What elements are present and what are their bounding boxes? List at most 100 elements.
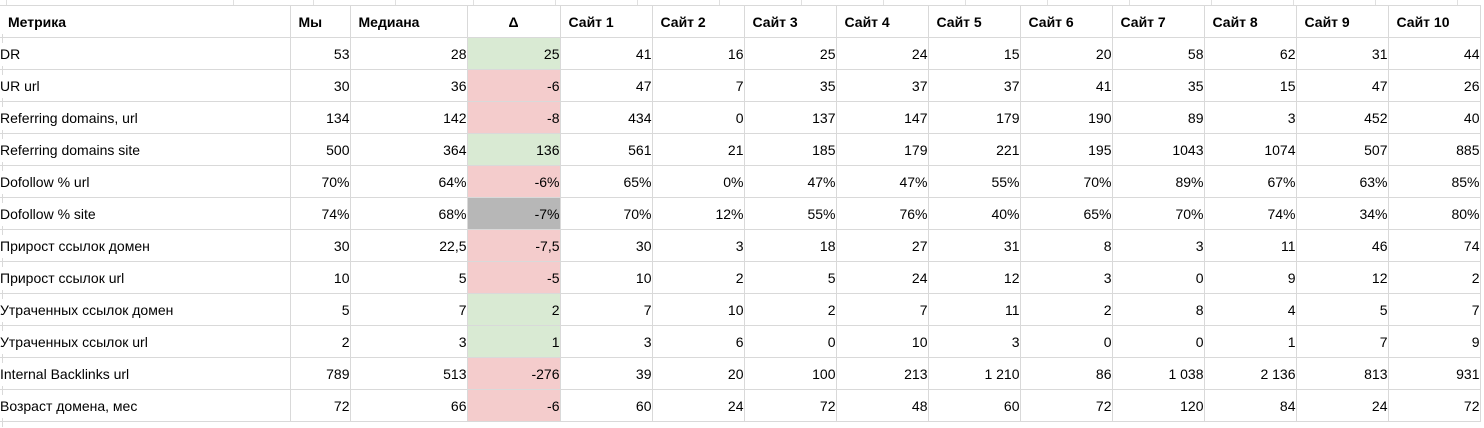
site-8-value-cell[interactable]: 67% — [1203, 165, 1297, 198]
site-1-value-cell[interactable]: 7 — [559, 293, 653, 326]
site-2-value-cell[interactable]: 16 — [651, 37, 745, 70]
metric-name-cell[interactable]: Прирост ссылок url — [0, 261, 291, 294]
site-2-value-cell[interactable]: 21 — [651, 133, 745, 166]
site-1-value-cell[interactable]: 41 — [559, 37, 653, 70]
site-5-value-cell[interactable]: 15 — [927, 37, 1021, 70]
we-value-cell[interactable]: 53 — [289, 37, 351, 70]
site-5-value-cell[interactable]: 37 — [927, 69, 1021, 102]
delta-value-cell[interactable]: -8 — [466, 101, 561, 134]
site-8-value-cell[interactable]: 9 — [1203, 261, 1297, 294]
column-header-медиана[interactable]: Медиана — [349, 5, 468, 38]
column-header-сайт-10[interactable]: Сайт 10 — [1387, 5, 1481, 38]
site-1-value-cell[interactable]: 30 — [559, 229, 653, 262]
site-3-value-cell[interactable]: 47% — [743, 165, 837, 198]
median-value-cell[interactable]: 68% — [349, 197, 468, 230]
site-1-value-cell[interactable]: 434 — [559, 101, 653, 134]
we-value-cell[interactable]: 74% — [289, 197, 351, 230]
site-2-value-cell[interactable]: 0% — [651, 165, 745, 198]
median-value-cell[interactable]: 36 — [349, 69, 468, 102]
column-header-мы[interactable]: Мы — [289, 5, 351, 38]
site-9-value-cell[interactable]: 34% — [1295, 197, 1389, 230]
median-value-cell[interactable]: 64% — [349, 165, 468, 198]
site-6-value-cell[interactable]: 20 — [1019, 37, 1113, 70]
delta-value-cell[interactable]: -7% — [466, 197, 561, 230]
column-header-сайт-1[interactable]: Сайт 1 — [559, 5, 653, 38]
site-5-value-cell[interactable]: 31 — [927, 229, 1021, 262]
site-8-value-cell[interactable]: 3 — [1203, 101, 1297, 134]
site-7-value-cell[interactable]: 35 — [1111, 69, 1205, 102]
site-5-value-cell[interactable]: 55% — [927, 165, 1021, 198]
median-value-cell[interactable]: 142 — [349, 101, 468, 134]
median-value-cell[interactable]: 7 — [349, 293, 468, 326]
site-2-value-cell[interactable]: 24 — [651, 389, 745, 422]
site-10-value-cell[interactable]: 74 — [1387, 229, 1481, 262]
site-1-value-cell[interactable]: 39 — [559, 357, 653, 390]
median-value-cell[interactable]: 28 — [349, 37, 468, 70]
site-2-value-cell[interactable]: 10 — [651, 293, 745, 326]
site-4-value-cell[interactable]: 27 — [835, 229, 929, 262]
site-2-value-cell[interactable]: 3 — [651, 229, 745, 262]
we-value-cell[interactable]: 2 — [289, 325, 351, 358]
site-7-value-cell[interactable]: 89% — [1111, 165, 1205, 198]
column-header-delta[interactable]: Δ — [466, 5, 561, 38]
site-4-value-cell[interactable]: 76% — [835, 197, 929, 230]
metric-name-cell[interactable]: Dofollow % url — [0, 165, 291, 198]
site-2-value-cell[interactable]: 7 — [651, 69, 745, 102]
site-2-value-cell[interactable]: 6 — [651, 325, 745, 358]
metric-name-cell[interactable]: DR — [0, 37, 291, 70]
site-10-value-cell[interactable]: 26 — [1387, 69, 1481, 102]
site-3-value-cell[interactable]: 72 — [743, 389, 837, 422]
column-header-сайт-6[interactable]: Сайт 6 — [1019, 5, 1113, 38]
we-value-cell[interactable]: 30 — [289, 69, 351, 102]
metric-name-cell[interactable]: Прирост ссылок домен — [0, 229, 291, 262]
delta-value-cell[interactable]: -6% — [466, 165, 561, 198]
delta-value-cell[interactable]: 136 — [466, 133, 561, 166]
metric-name-cell[interactable]: Referring domains site — [0, 133, 291, 166]
site-9-value-cell[interactable]: 813 — [1295, 357, 1389, 390]
site-3-value-cell[interactable]: 35 — [743, 69, 837, 102]
site-9-value-cell[interactable]: 12 — [1295, 261, 1389, 294]
site-1-value-cell[interactable]: 60 — [559, 389, 653, 422]
site-3-value-cell[interactable]: 100 — [743, 357, 837, 390]
median-value-cell[interactable]: 3 — [349, 325, 468, 358]
site-6-value-cell[interactable]: 0 — [1019, 325, 1113, 358]
site-8-value-cell[interactable]: 15 — [1203, 69, 1297, 102]
we-value-cell[interactable]: 5 — [289, 293, 351, 326]
site-3-value-cell[interactable]: 185 — [743, 133, 837, 166]
site-7-value-cell[interactable]: 3 — [1111, 229, 1205, 262]
site-9-value-cell[interactable]: 47 — [1295, 69, 1389, 102]
site-4-value-cell[interactable]: 7 — [835, 293, 929, 326]
site-6-value-cell[interactable]: 65% — [1019, 197, 1113, 230]
site-6-value-cell[interactable]: 195 — [1019, 133, 1113, 166]
column-header-сайт-4[interactable]: Сайт 4 — [835, 5, 929, 38]
site-4-value-cell[interactable]: 47% — [835, 165, 929, 198]
site-8-value-cell[interactable]: 84 — [1203, 389, 1297, 422]
site-7-value-cell[interactable]: 1 038 — [1111, 357, 1205, 390]
site-10-value-cell[interactable]: 85% — [1387, 165, 1481, 198]
site-3-value-cell[interactable]: 2 — [743, 293, 837, 326]
median-value-cell[interactable]: 5 — [349, 261, 468, 294]
site-1-value-cell[interactable]: 561 — [559, 133, 653, 166]
median-value-cell[interactable]: 513 — [349, 357, 468, 390]
site-8-value-cell[interactable]: 4 — [1203, 293, 1297, 326]
site-1-value-cell[interactable]: 70% — [559, 197, 653, 230]
median-value-cell[interactable]: 364 — [349, 133, 468, 166]
we-value-cell[interactable]: 500 — [289, 133, 351, 166]
site-10-value-cell[interactable]: 9 — [1387, 325, 1481, 358]
column-header-сайт-3[interactable]: Сайт 3 — [743, 5, 837, 38]
site-5-value-cell[interactable]: 11 — [927, 293, 1021, 326]
site-9-value-cell[interactable]: 507 — [1295, 133, 1389, 166]
site-2-value-cell[interactable]: 0 — [651, 101, 745, 134]
site-9-value-cell[interactable]: 5 — [1295, 293, 1389, 326]
site-10-value-cell[interactable]: 7 — [1387, 293, 1481, 326]
site-10-value-cell[interactable]: 44 — [1387, 37, 1481, 70]
site-6-value-cell[interactable]: 2 — [1019, 293, 1113, 326]
site-10-value-cell[interactable]: 885 — [1387, 133, 1481, 166]
site-5-value-cell[interactable]: 40% — [927, 197, 1021, 230]
site-9-value-cell[interactable]: 24 — [1295, 389, 1389, 422]
site-10-value-cell[interactable]: 80% — [1387, 197, 1481, 230]
metric-name-cell[interactable]: Утраченных ссылок домен — [0, 293, 291, 326]
site-3-value-cell[interactable]: 18 — [743, 229, 837, 262]
metric-name-cell[interactable]: Утраченных ссылок url — [0, 325, 291, 358]
site-1-value-cell[interactable]: 3 — [559, 325, 653, 358]
